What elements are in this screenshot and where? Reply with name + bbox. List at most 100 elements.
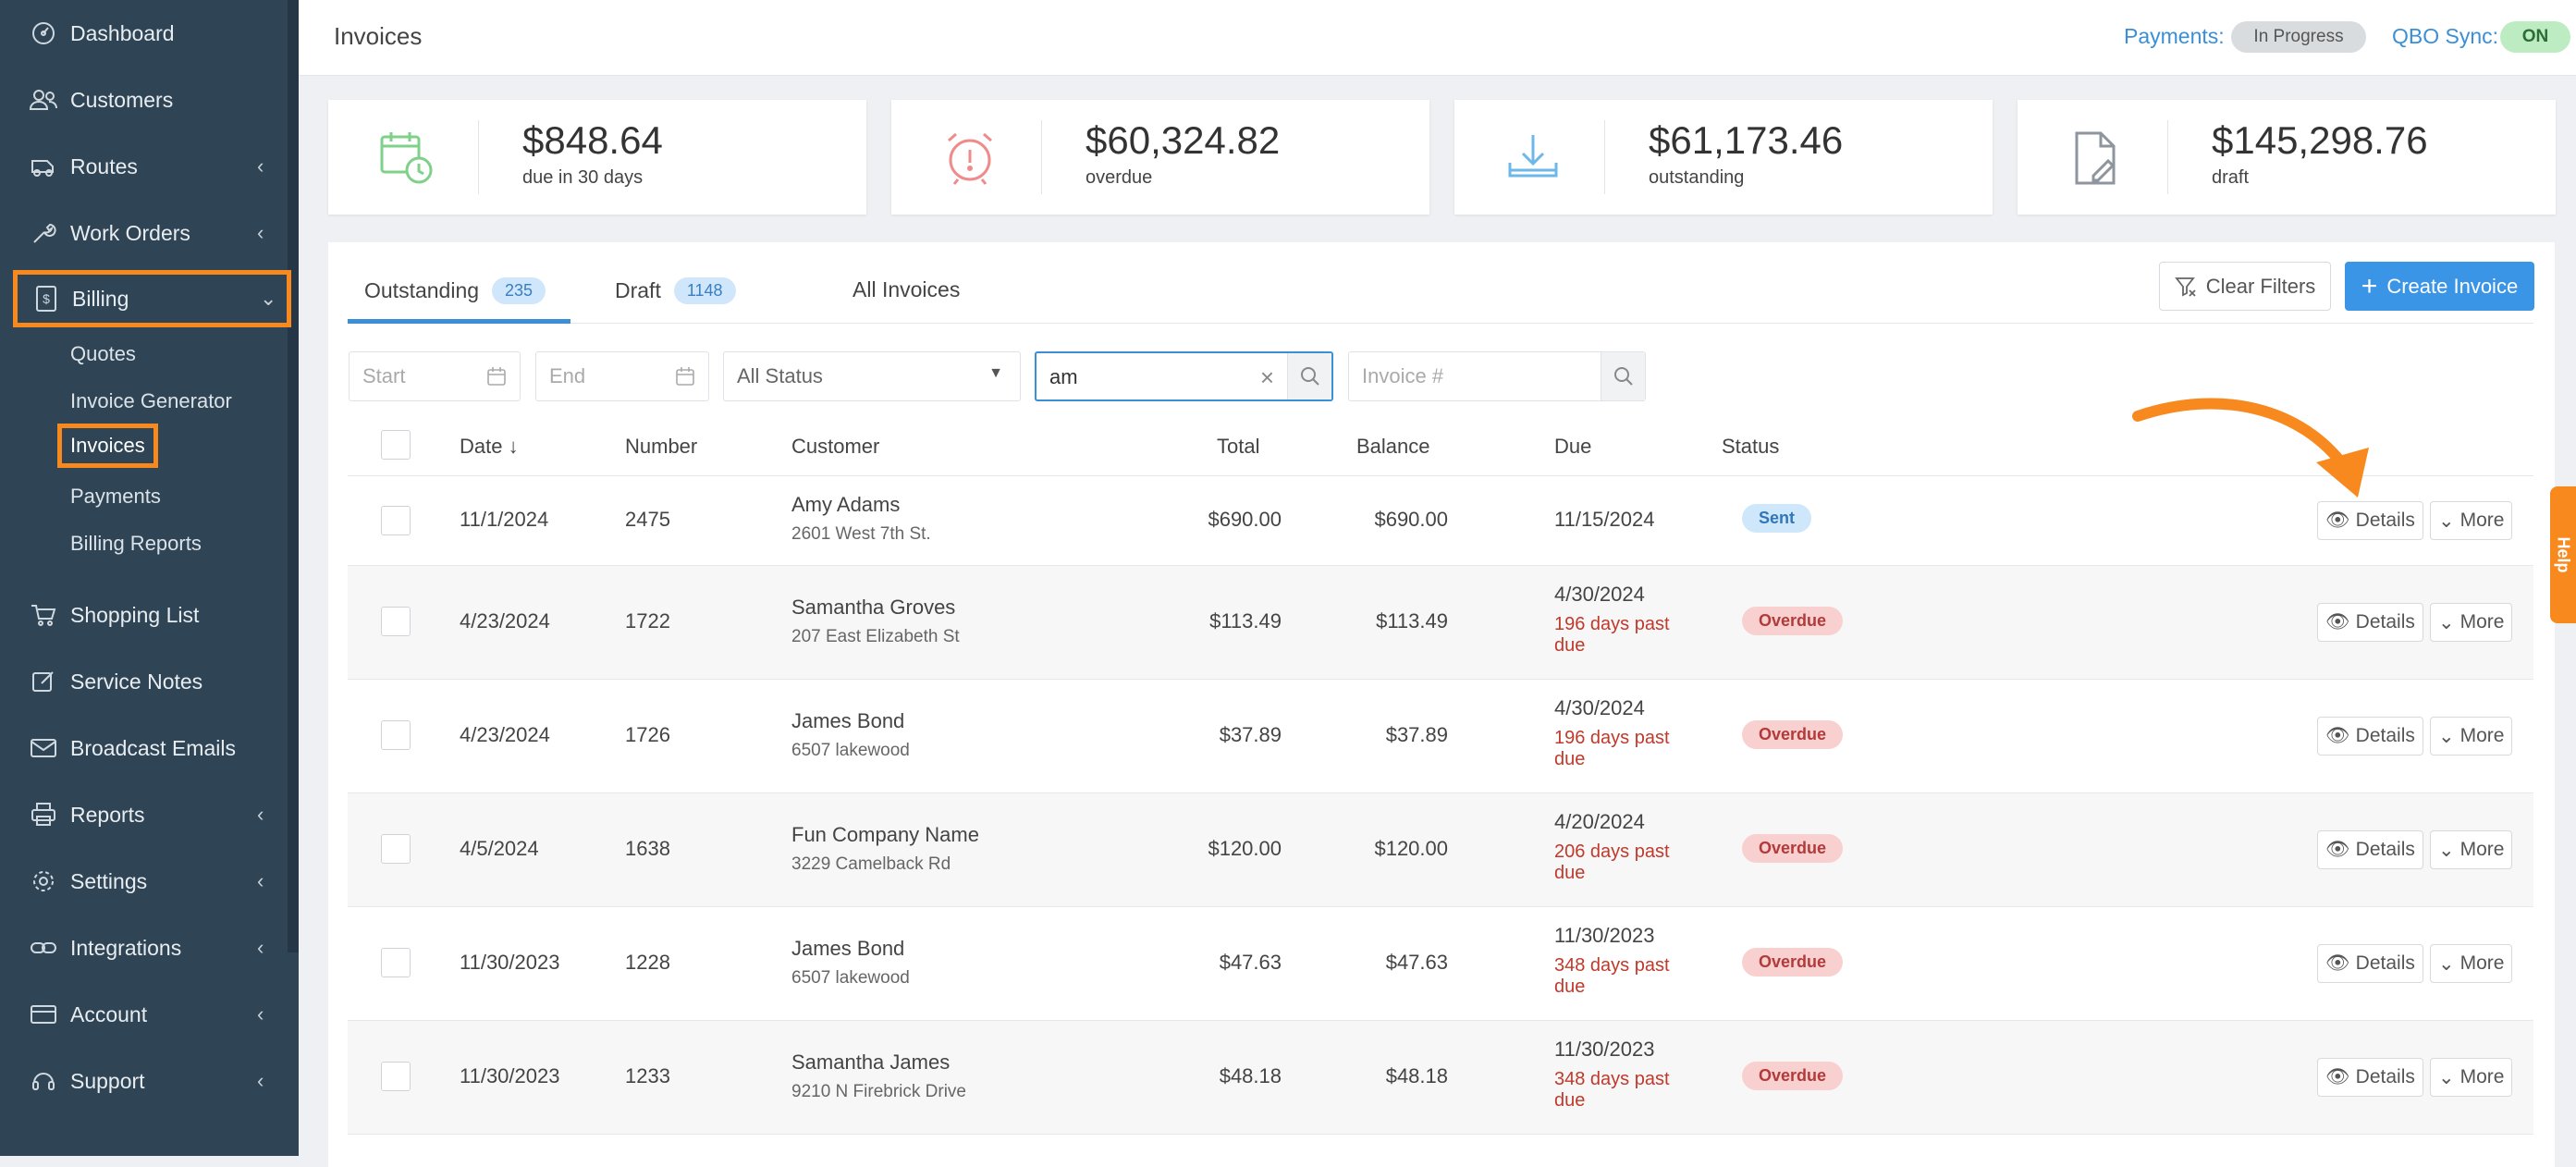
status-badge: Sent	[1742, 504, 1812, 533]
customer-search-input[interactable]: am ×	[1035, 351, 1333, 401]
clear-filters-button[interactable]: Clear Filters	[2159, 262, 2331, 311]
cell-address: 6507 lakewood	[791, 741, 910, 760]
sidebar-scrollbar[interactable]	[288, 0, 299, 952]
row-checkbox[interactable]	[381, 834, 411, 864]
cell-date: 4/23/2024	[460, 609, 550, 633]
table-row[interactable]: 4/23/2024 1726 James Bond 6507 lakewood …	[348, 680, 2533, 793]
kpi-card-overdue: $60,324.82 overdue	[891, 100, 1429, 215]
end-date-input[interactable]: End	[535, 351, 709, 401]
cell-number: 1726	[625, 723, 670, 746]
sidebar-item-integrations[interactable]: Integrations ‹	[0, 915, 288, 981]
table-row[interactable]: 11/1/2024 2475 Amy Adams 2601 West 7th S…	[348, 476, 2533, 566]
details-button[interactable]: 👁 Details	[2317, 501, 2423, 540]
more-button[interactable]: ⌄ More	[2430, 717, 2513, 755]
printer-icon	[28, 799, 59, 830]
table-row[interactable]: 11/30/2023 1233 Samantha James 9210 N Fi…	[348, 1021, 2533, 1135]
details-button[interactable]: 👁 Details	[2317, 944, 2423, 983]
sidebar-item-routes[interactable]: Routes ‹	[0, 133, 288, 200]
more-button[interactable]: ⌄ More	[2430, 603, 2513, 642]
sidebar-item-label: Settings	[70, 868, 148, 893]
sidebar-item-reports[interactable]: Reports ‹	[0, 781, 288, 848]
tab-label: Draft	[615, 278, 661, 302]
cart-icon	[28, 599, 59, 631]
column-header-status[interactable]: Status	[1722, 435, 1780, 458]
cell-balance: $120.00	[1374, 837, 1448, 860]
sidebar-item-broadcast-emails[interactable]: Broadcast Emails	[0, 715, 288, 781]
invoice-number-input[interactable]: Invoice #	[1348, 351, 1646, 401]
top-bar: Invoices Payments: In Progress QBO Sync:…	[299, 0, 2576, 76]
cell-number: 1233	[625, 1064, 670, 1087]
tab-outstanding[interactable]: Outstanding 235	[364, 277, 546, 304]
sidebar-item-service-notes[interactable]: Service Notes	[0, 648, 288, 715]
sidebar-item-work-orders[interactable]: Work Orders ‹	[0, 200, 288, 266]
start-date-input[interactable]: Start	[349, 351, 521, 401]
more-button[interactable]: ⌄ More	[2430, 1058, 2513, 1097]
column-header-customer[interactable]: Customer	[791, 435, 880, 458]
row-checkbox[interactable]	[381, 948, 411, 977]
kpi-label: overdue	[1086, 167, 1153, 188]
sidebar-sub-billing-reports[interactable]: Billing Reports	[70, 532, 202, 555]
cell-date: 4/23/2024	[460, 723, 550, 746]
cell-date: 11/1/2024	[460, 508, 549, 531]
help-tab[interactable]: Help	[2550, 486, 2576, 623]
tab-draft[interactable]: Draft 1148	[615, 277, 736, 304]
billing-icon: $	[31, 283, 62, 314]
sidebar-item-label: Integrations	[70, 935, 182, 960]
search-button[interactable]	[1287, 353, 1331, 399]
sidebar-sub-quotes[interactable]: Quotes	[70, 342, 136, 365]
details-button[interactable]: 👁 Details	[2317, 717, 2423, 755]
more-button[interactable]: ⌄ More	[2430, 830, 2513, 869]
eye-icon: 👁	[2325, 611, 2350, 633]
clear-search-icon[interactable]: ×	[1259, 363, 1274, 391]
search-icon	[1613, 367, 1633, 386]
sidebar-item-label: Billing	[72, 286, 129, 311]
row-checkbox[interactable]	[381, 607, 411, 636]
sidebar-sub-payments[interactable]: Payments	[70, 485, 161, 508]
column-header-date[interactable]: Date ↓	[460, 435, 519, 458]
document-edit-icon	[2066, 128, 2127, 189]
sidebar-item-account[interactable]: Account ‹	[0, 981, 288, 1048]
calendar-icon	[486, 366, 507, 392]
details-button[interactable]: 👁 Details	[2317, 830, 2423, 869]
page-title: Invoices	[334, 22, 423, 50]
more-button[interactable]: ⌄ More	[2430, 944, 2513, 983]
tab-all-invoices[interactable]: All Invoices	[853, 277, 960, 302]
create-invoice-button[interactable]: + Create Invoice	[2345, 262, 2534, 311]
cell-address: 207 East Elizabeth St	[791, 627, 960, 646]
sidebar-item-dashboard[interactable]: Dashboard	[0, 0, 288, 67]
table-row[interactable]: 4/5/2024 1638 Fun Company Name 3229 Came…	[348, 793, 2533, 907]
column-header-balance[interactable]: Balance	[1356, 435, 1430, 458]
row-checkbox[interactable]	[381, 1062, 411, 1091]
search-icon	[1300, 367, 1319, 386]
cell-total: $48.18	[1219, 1064, 1282, 1087]
search-button[interactable]	[1601, 352, 1645, 400]
chevron-down-circle-icon: ⌄	[2438, 611, 2455, 633]
sidebar-item-settings[interactable]: Settings ‹	[0, 848, 288, 915]
sidebar-item-shopping-list[interactable]: Shopping List	[0, 582, 288, 648]
eye-icon: 👁	[2325, 725, 2350, 746]
routes-icon	[28, 151, 59, 182]
table-row[interactable]: 11/30/2023 1228 James Bond 6507 lakewood…	[348, 907, 2533, 1021]
sidebar-item-support[interactable]: Support ‹	[0, 1048, 288, 1114]
select-all-checkbox[interactable]	[381, 430, 411, 460]
cell-customer: Samantha Groves	[791, 596, 956, 619]
sidebar-item-billing[interactable]: $ Billing ⌄	[13, 270, 291, 327]
qbo-sync-toggle[interactable]: ON	[2500, 21, 2570, 53]
details-button[interactable]: 👁 Details	[2317, 603, 2423, 642]
calendar-icon	[675, 366, 695, 392]
details-button[interactable]: 👁 Details	[2317, 1058, 2423, 1097]
sidebar-sub-invoices[interactable]: Invoices	[57, 424, 158, 468]
more-button[interactable]: ⌄ More	[2430, 501, 2513, 540]
column-header-number[interactable]: Number	[625, 435, 698, 458]
row-checkbox[interactable]	[381, 506, 411, 535]
column-header-due[interactable]: Due	[1554, 435, 1592, 458]
status-select[interactable]: All Status ▼	[723, 351, 1021, 401]
column-header-total[interactable]: Total	[1217, 435, 1260, 458]
table-row[interactable]: 4/23/2024 1722 Samantha Groves 207 East …	[348, 566, 2533, 680]
sidebar-sub-invoice-generator[interactable]: Invoice Generator	[70, 389, 232, 412]
cell-balance: $37.89	[1385, 723, 1448, 746]
row-checkbox[interactable]	[381, 720, 411, 750]
sidebar-item-customers[interactable]: Customers	[0, 67, 288, 133]
sidebar-item-label: Routes	[70, 154, 138, 178]
cell-past-due: 348 days past due	[1554, 1069, 1670, 1111]
